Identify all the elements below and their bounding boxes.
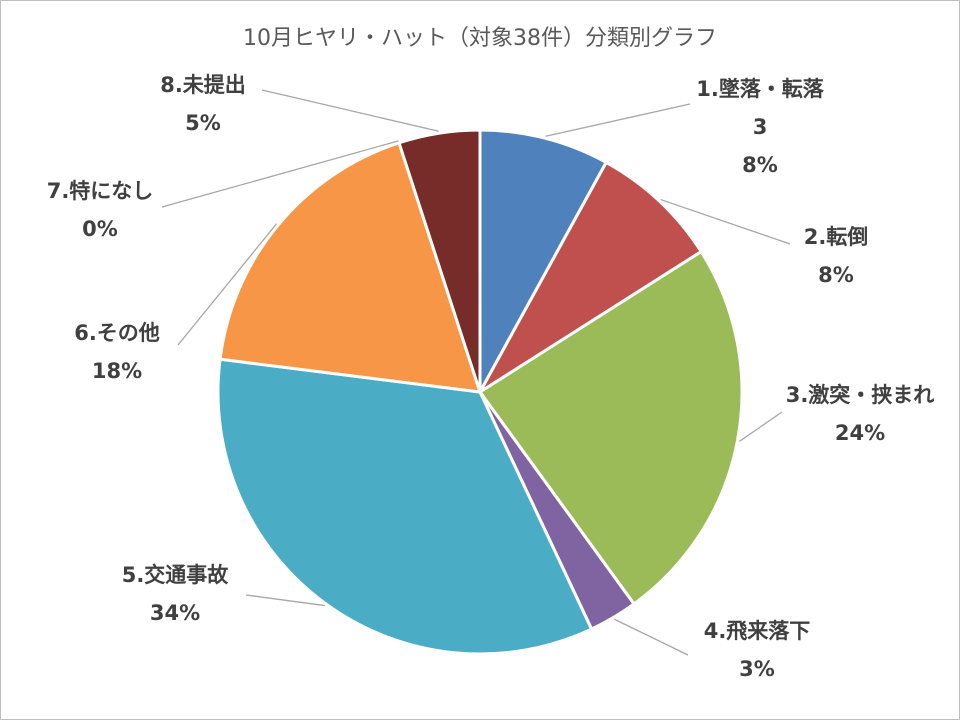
pie-slice-8 [397, 128, 482, 393]
slice-label-1-line-2: 3 [753, 115, 768, 139]
slice-label-1-line-1: 1.墜落・転落 [696, 77, 825, 101]
slice-label-4-line-2: 3% [739, 657, 775, 681]
slice-label-8-line-1: 8.未提出 [160, 73, 246, 97]
slice-label-5-line-1: 5.交通事故 [122, 563, 230, 587]
leader-line-1 [545, 103, 691, 137]
slice-label-7-line-2: 0% [82, 217, 118, 241]
leader-line-8 [261, 89, 439, 132]
pie-slice-1 [478, 128, 609, 393]
slice-label-3-line-1: 3.激突・挟まれ [786, 383, 935, 407]
leader-line-6 [177, 223, 278, 346]
slice-label-2-line-2: 8% [818, 263, 854, 287]
pie-slice-5 [216, 357, 594, 656]
chart-title: 10月ヒヤリ・ハット（対象38件）分類別グラフ [243, 26, 717, 51]
pie-slice-2 [478, 160, 704, 394]
slice-label-5-line-2: 34% [150, 601, 200, 625]
leader-line-5 [245, 594, 325, 607]
leader-line-7 [161, 140, 399, 208]
leader-line-3 [738, 411, 783, 443]
slice-label-6-line-2: 18% [92, 359, 142, 383]
slice-label-1-line-3: 8% [742, 153, 778, 177]
leader-line-2 [660, 198, 791, 245]
slice-label-2-line-1: 2.転倒 [804, 225, 869, 249]
slice-label-7-line-1: 7.特になし [47, 179, 154, 203]
slice-label-3-line-2: 24% [835, 421, 885, 445]
leader-line-4 [614, 618, 689, 656]
pie-slice-6 [218, 140, 483, 394]
slice-label-4-line-1: 4.飛来落下 [704, 619, 811, 643]
pie-slice-3 [477, 249, 744, 607]
slice-label-8-line-2: 5% [185, 111, 221, 135]
slice-label-6-line-1: 6.その他 [74, 321, 160, 345]
